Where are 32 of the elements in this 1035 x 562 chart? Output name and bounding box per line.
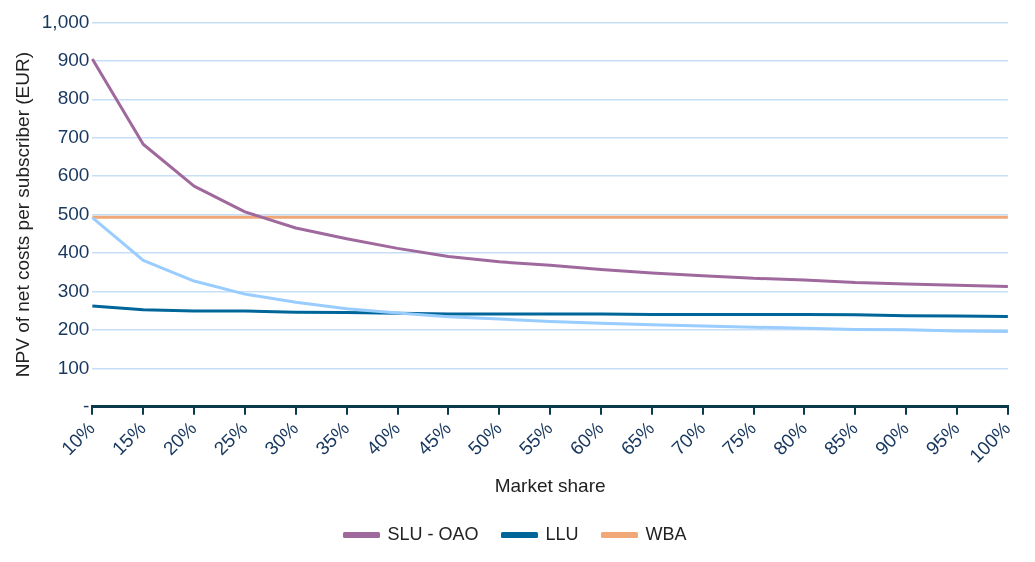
y-tick-label: 100: [57, 356, 90, 378]
y-tick-label: 300: [57, 279, 90, 301]
x-tick-label: 80%: [769, 417, 812, 460]
x-tick-label: 45%: [413, 417, 455, 460]
x-tick-label: 60%: [565, 417, 608, 460]
x-axis-title: Market share: [494, 474, 606, 496]
x-tick-label: 70%: [667, 417, 710, 460]
y-tick-label: 400: [57, 241, 90, 263]
x-tick-label: 90%: [870, 417, 913, 460]
x-tick-label: 95%: [921, 417, 964, 460]
x-tick-label: 65%: [616, 417, 659, 460]
x-tick-label: 30%: [260, 417, 303, 460]
x-tick-label: 15%: [108, 417, 150, 460]
y-axis-title: NPV of net costs per subscriber (EUR): [11, 51, 33, 378]
x-tick-label: 40%: [362, 417, 405, 460]
x-tick-label: 10%: [57, 417, 99, 460]
x-tick-label: 35%: [311, 417, 354, 460]
x-tick-label: 55%: [514, 417, 557, 460]
x-tick-label: 85%: [820, 417, 862, 460]
legend-label: LLU: [545, 523, 579, 544]
y-tick-label: 700: [57, 125, 90, 147]
y-tick-label: 900: [57, 49, 90, 71]
y-tick-label: 800: [57, 87, 90, 109]
y-tick-label: 200: [57, 318, 90, 340]
x-tick-label: 75%: [718, 417, 761, 460]
legend-label: SLU - OAO: [387, 523, 479, 544]
y-tick-label: 1,000: [41, 10, 90, 32]
legend-label: WBA: [645, 523, 687, 544]
y-tick-label: -: [83, 394, 90, 416]
y-tick-label: 600: [57, 164, 90, 186]
y-tick-label: 500: [57, 202, 90, 224]
x-tick-label: 50%: [464, 417, 506, 460]
